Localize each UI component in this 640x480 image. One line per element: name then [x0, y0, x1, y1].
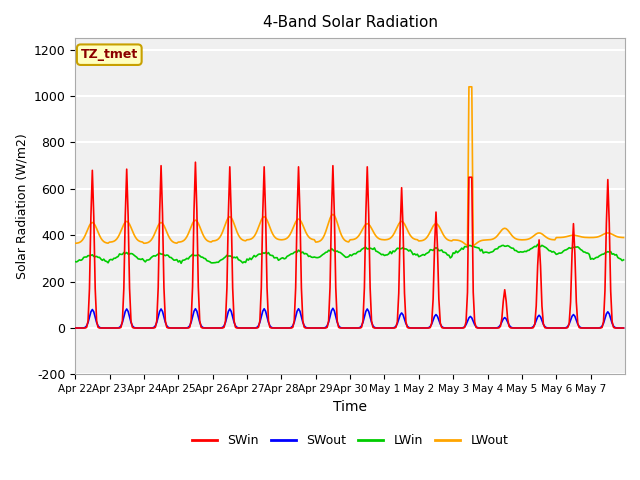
- SWin: [355, 325, 362, 331]
- LWin: [177, 260, 185, 266]
- SWout: [620, 325, 627, 331]
- SWin: [107, 325, 115, 331]
- SWin: [547, 325, 554, 331]
- SWout: [90, 309, 98, 315]
- LWin: [618, 258, 626, 264]
- SWout: [107, 325, 115, 331]
- LWin: [463, 244, 471, 250]
- LWout: [353, 235, 361, 240]
- LWout: [462, 242, 470, 248]
- SWout: [547, 325, 554, 331]
- SWout: [618, 325, 626, 331]
- Line: SWout: SWout: [75, 308, 623, 328]
- SWout: [71, 325, 79, 331]
- LWin: [547, 248, 554, 254]
- LWin: [90, 253, 98, 259]
- LWin: [71, 259, 79, 264]
- LWout: [90, 220, 98, 226]
- Title: 4-Band Solar Radiation: 4-Band Solar Radiation: [262, 15, 438, 30]
- LWin: [534, 241, 541, 247]
- Line: LWout: LWout: [75, 87, 623, 246]
- LWout: [465, 84, 473, 90]
- SWin: [484, 325, 492, 331]
- SWin: [463, 289, 471, 295]
- LWout: [547, 237, 554, 242]
- SWout: [329, 305, 337, 311]
- Text: TZ_tmet: TZ_tmet: [81, 48, 138, 61]
- LWout: [469, 243, 477, 249]
- LWin: [620, 257, 627, 263]
- LWout: [107, 239, 115, 245]
- Line: LWin: LWin: [75, 244, 623, 263]
- LWin: [107, 256, 115, 262]
- LWout: [620, 235, 627, 240]
- LWin: [355, 249, 362, 254]
- X-axis label: Time: Time: [333, 400, 367, 414]
- Legend: SWin, SWout, LWin, LWout: SWin, SWout, LWin, LWout: [187, 429, 513, 452]
- SWin: [71, 325, 79, 331]
- SWin: [618, 325, 626, 331]
- SWout: [355, 325, 362, 331]
- Y-axis label: Solar Radiation (W/m2): Solar Radiation (W/m2): [15, 133, 28, 279]
- SWout: [463, 318, 471, 324]
- SWin: [620, 325, 627, 331]
- LWout: [618, 235, 626, 240]
- SWin: [191, 159, 199, 165]
- Line: SWin: SWin: [75, 162, 623, 328]
- SWout: [484, 325, 492, 331]
- SWin: [90, 214, 98, 219]
- LWout: [71, 240, 79, 246]
